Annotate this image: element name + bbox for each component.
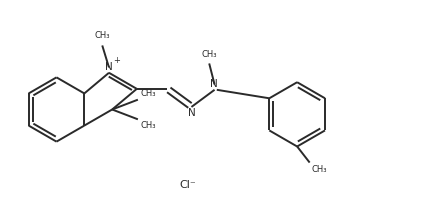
Text: CH₃: CH₃ xyxy=(94,31,110,40)
Text: +: + xyxy=(114,56,120,65)
Text: N: N xyxy=(210,79,218,89)
Text: CH₃: CH₃ xyxy=(140,89,156,98)
Text: CH₃: CH₃ xyxy=(202,50,217,59)
Text: N: N xyxy=(105,62,112,72)
Text: Cl⁻: Cl⁻ xyxy=(180,180,197,190)
Text: N: N xyxy=(188,108,196,118)
Text: CH₃: CH₃ xyxy=(312,165,328,174)
Text: CH₃: CH₃ xyxy=(140,121,156,130)
